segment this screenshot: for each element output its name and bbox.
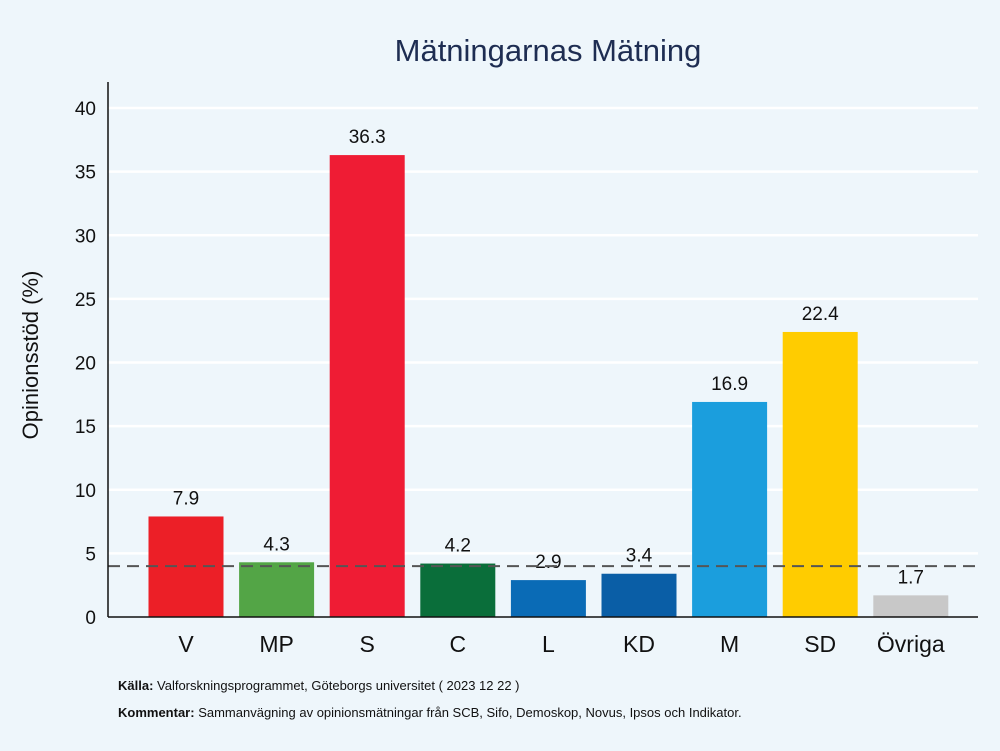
source-text: Valforskningsprogrammet, Göteborgs unive… [153, 678, 520, 693]
gridlines [108, 106, 978, 555]
bar-M [692, 401, 768, 617]
x-tick-label: KD [623, 631, 655, 657]
bar-S [329, 155, 405, 617]
y-tick-label: 25 [75, 290, 96, 311]
y-tick-label: 20 [75, 354, 96, 375]
x-tick-label: M [720, 631, 739, 657]
comment-note: Kommentar: Sammanvägning av opinionsmätn… [118, 705, 742, 720]
x-tick-label: V [178, 631, 194, 657]
x-tick-label: MP [259, 631, 294, 657]
bar-Övriga [873, 595, 949, 617]
chart-title: Mätningarnas Mätning [395, 33, 702, 68]
y-tick-label: 5 [85, 544, 96, 565]
y-tick-label: 15 [75, 417, 96, 438]
y-tick-label: 0 [85, 608, 96, 629]
x-tick-label: S [360, 631, 375, 657]
value-label: 4.3 [263, 534, 289, 555]
bar-KD [601, 573, 677, 617]
source-label: Källa: [118, 678, 154, 693]
x-tick-label: C [449, 631, 466, 657]
bar-C [420, 563, 496, 617]
y-tick-label: 10 [75, 481, 96, 502]
x-tick-label: L [542, 631, 555, 657]
bar-L [510, 580, 586, 617]
value-label: 7.9 [173, 488, 199, 509]
comment-label: Kommentar: [118, 705, 195, 720]
y-tick-label: 35 [75, 163, 96, 184]
value-label: 16.9 [711, 374, 748, 395]
value-label: 4.2 [445, 536, 471, 557]
value-label: 22.4 [802, 304, 839, 325]
y-tick-label: 30 [75, 226, 96, 247]
source-note: Källa: Valforskningsprogrammet, Göteborg… [118, 678, 520, 693]
value-label: 2.9 [535, 552, 561, 573]
comment-text: Sammanvägning av opinionsmätningar från … [194, 705, 742, 720]
axes: 0 5 10 15 20 25 30 35 40 V MP S C L KD M SD Övriga [75, 82, 978, 657]
value-labels: 7.9 4.3 36.3 4.2 2.9 3.4 16.9 22.4 1.7 [173, 127, 924, 588]
x-tick-label: SD [804, 631, 836, 657]
bar-MP [239, 562, 315, 617]
y-axis-label: Opinionsstöd (%) [18, 271, 43, 440]
x-tick-label: Övriga [877, 631, 945, 657]
bar-SD [782, 331, 858, 617]
value-label: 3.4 [626, 546, 653, 567]
y-tick-label: 40 [75, 99, 96, 120]
bars [148, 155, 949, 617]
value-label: 36.3 [349, 127, 386, 148]
value-label: 1.7 [898, 567, 924, 588]
